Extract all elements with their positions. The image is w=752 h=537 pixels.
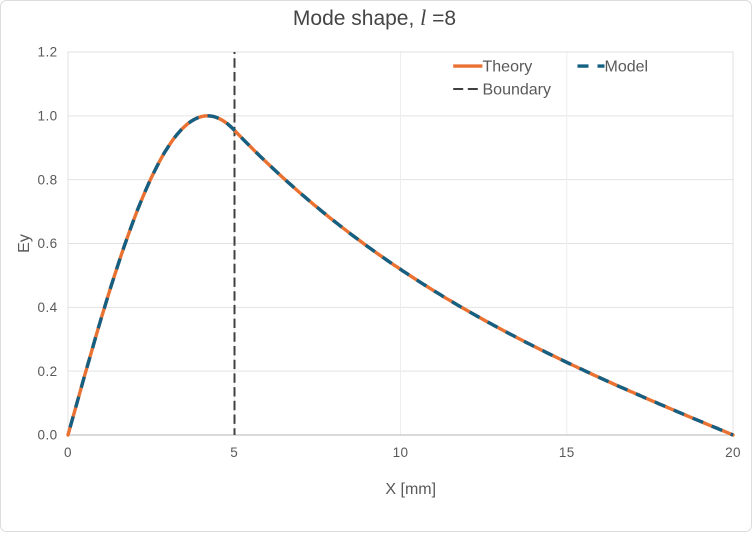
svg-text:0.2: 0.2 bbox=[38, 364, 58, 379]
svg-text:0.4: 0.4 bbox=[38, 300, 58, 315]
svg-text:5: 5 bbox=[230, 445, 238, 460]
svg-text:Model: Model bbox=[605, 59, 649, 76]
svg-text:20: 20 bbox=[725, 445, 741, 460]
svg-text:10: 10 bbox=[393, 445, 409, 460]
svg-text:1.2: 1.2 bbox=[38, 45, 58, 60]
svg-text:0: 0 bbox=[64, 445, 72, 460]
svg-text:Theory: Theory bbox=[483, 59, 533, 76]
svg-text:0.8: 0.8 bbox=[38, 172, 58, 187]
svg-text:15: 15 bbox=[559, 445, 575, 460]
svg-text:Mode shape, l =8: Mode shape, l =8 bbox=[293, 5, 456, 30]
svg-text:0.6: 0.6 bbox=[38, 236, 58, 251]
svg-text:Boundary: Boundary bbox=[483, 82, 552, 99]
svg-text:X [mm]: X [mm] bbox=[385, 481, 436, 498]
svg-text:1.0: 1.0 bbox=[38, 108, 58, 123]
svg-text:0.0: 0.0 bbox=[38, 428, 58, 443]
svg-text:Ey: Ey bbox=[16, 234, 33, 253]
